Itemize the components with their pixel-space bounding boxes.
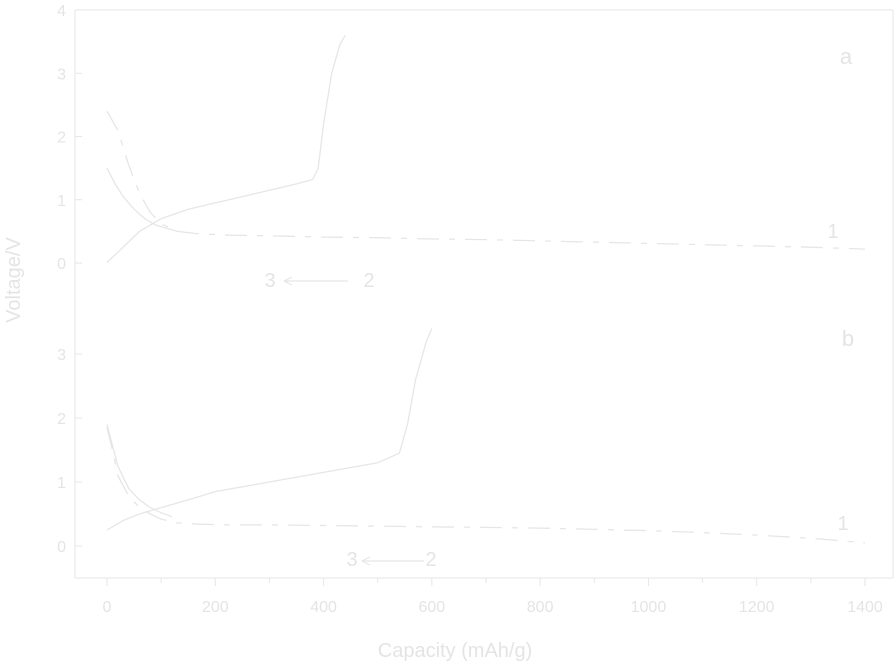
x-tick-label: 1400 — [847, 599, 883, 616]
y-tick-label: 0 — [57, 256, 66, 273]
x-axis: 0 200 400 600 800 1000 1200 1400 — [103, 578, 883, 616]
y-tick-label: 1 — [57, 193, 66, 210]
curve-annotation: 2 — [425, 549, 436, 571]
y-tick-label: 0 — [57, 539, 66, 556]
y-tick-label: 3 — [57, 347, 66, 364]
panel-b: 3 2 1 0 b 1 3 2 — [57, 326, 866, 571]
panel-a: 4 3 2 1 0 a 1 3 2 — [57, 3, 866, 292]
x-tick-label: 200 — [202, 599, 229, 616]
y-tick-label: 2 — [57, 130, 66, 147]
series-line-2 — [106, 34, 346, 263]
curve-annotation: 3 — [264, 270, 275, 292]
panel-label: b — [842, 326, 854, 351]
x-tick-label: 600 — [419, 599, 446, 616]
series-line-1 — [106, 110, 866, 250]
x-tick-label: 800 — [527, 599, 554, 616]
y-axis-title: Voltage/V — [3, 237, 25, 323]
y-tick-label: 3 — [57, 66, 66, 83]
curve-annotation: 2 — [363, 270, 374, 292]
series-line-3 — [106, 424, 173, 518]
series-line-1 — [106, 427, 866, 544]
series-line-3 — [106, 167, 178, 233]
plot-frame — [74, 9, 894, 579]
y-tick-label: 4 — [57, 3, 66, 20]
curve-annotation: 3 — [346, 549, 357, 571]
y-tick-label: 2 — [57, 411, 66, 428]
annotation-arrowhead — [283, 276, 293, 286]
x-tick-label: 0 — [103, 599, 112, 616]
x-tick-label: 400 — [310, 599, 337, 616]
x-tick-label: 1000 — [631, 599, 667, 616]
x-axis-title: Capacity (mAh/g) — [378, 640, 533, 662]
curve-annotation: 1 — [837, 513, 848, 535]
panel-label: a — [840, 44, 853, 69]
curve-annotation: 1 — [827, 221, 838, 243]
y-tick-label: 1 — [57, 475, 66, 492]
x-tick-label: 1200 — [739, 599, 775, 616]
annotation-arrowhead — [361, 556, 371, 566]
series-line-2 — [106, 328, 433, 531]
